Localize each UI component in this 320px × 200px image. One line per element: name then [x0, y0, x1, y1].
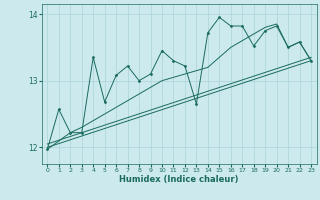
X-axis label: Humidex (Indice chaleur): Humidex (Indice chaleur): [119, 175, 239, 184]
